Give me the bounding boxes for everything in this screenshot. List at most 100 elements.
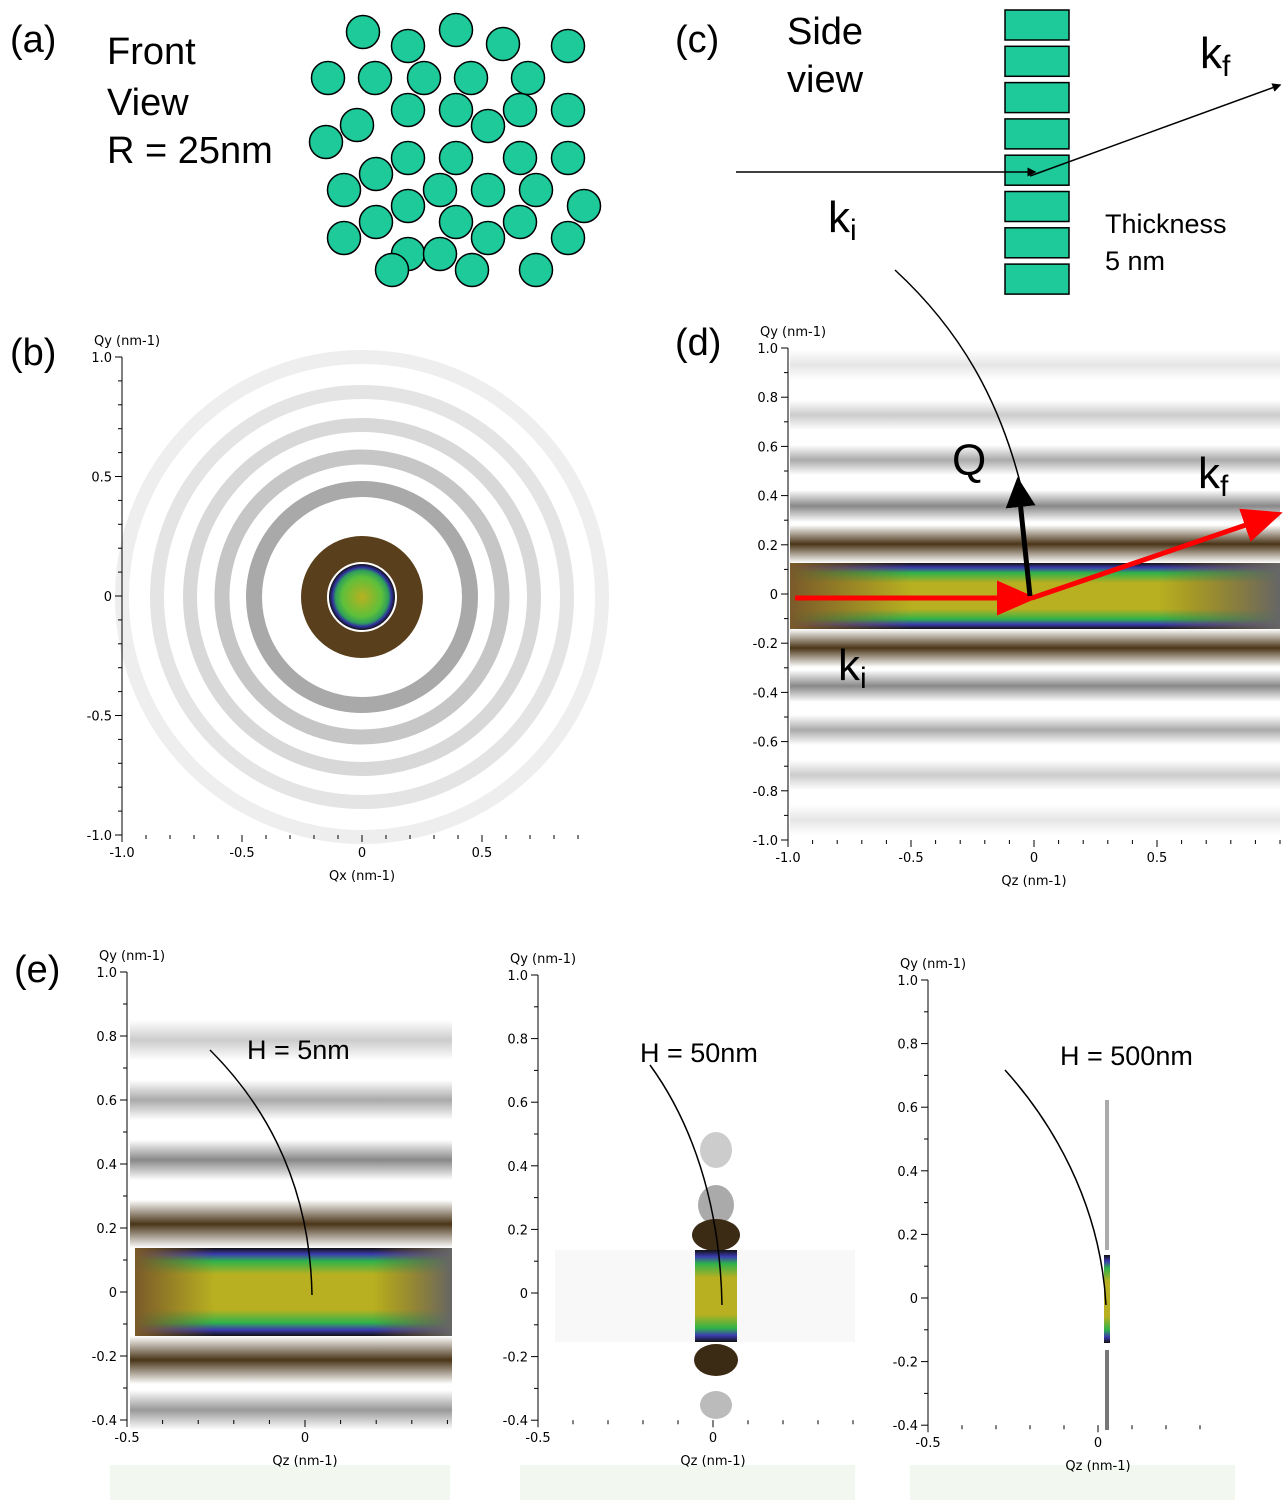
particle — [550, 28, 586, 64]
x-tick-label: 0 — [358, 846, 366, 861]
y-tick-label: 1.0 — [507, 969, 528, 984]
x-tick-label: 0 — [709, 1431, 717, 1446]
slab — [1004, 81, 1070, 114]
y-tick-label: -0.2 — [92, 1350, 117, 1365]
curve — [1004, 1069, 1107, 1306]
y-tick-label: 1.0 — [96, 966, 117, 981]
particle — [308, 124, 344, 160]
x-axis-title: Qz (nm-1) — [1065, 1459, 1130, 1474]
text-line: 5 nm — [1105, 246, 1165, 276]
panel-label: (d) — [675, 322, 721, 364]
panel-label: (c) — [675, 19, 719, 61]
y-tick-label: 0.8 — [96, 1030, 117, 1045]
slab — [1004, 190, 1070, 223]
particle — [310, 60, 346, 96]
y-axis-title: Qy (nm-1) — [900, 957, 966, 972]
x-tick-label: -0.5 — [898, 851, 923, 866]
x-tick-label: -0.5 — [229, 846, 254, 861]
y-tick-label: -0.4 — [753, 686, 778, 701]
y-tick-label: 0 — [910, 1292, 918, 1307]
y-tick-label: 0.6 — [897, 1101, 918, 1116]
slab — [1004, 263, 1070, 295]
band-pattern-e3 — [1104, 1100, 1110, 1430]
scattered-beam — [1029, 83, 1282, 177]
x-tick-label: 0 — [301, 1431, 309, 1446]
particle — [518, 252, 554, 288]
y-tick-label: 0.8 — [897, 1038, 918, 1053]
particle — [374, 252, 410, 288]
k-f: kf — [1200, 29, 1231, 83]
y-tick-label: -0.4 — [893, 1419, 918, 1434]
text-line: R = 25nm — [107, 130, 273, 172]
particle — [550, 140, 586, 176]
k: k — [1198, 449, 1221, 498]
ring-pattern — [115, 350, 609, 844]
y-tick-label: 0.6 — [757, 440, 778, 455]
x-axis-title: Qz (nm-1) — [680, 1454, 745, 1469]
y-axis-title: Qy (nm-1) — [99, 949, 165, 964]
y-tick-label: 0 — [109, 1286, 117, 1301]
particle — [326, 172, 362, 208]
annotation: H = 5nm — [247, 1035, 350, 1065]
band-pattern-e2 — [555, 1132, 855, 1419]
x-tick-label: -0.5 — [525, 1431, 550, 1446]
particle — [550, 220, 586, 256]
particle — [510, 60, 546, 96]
k-f-arrow — [1031, 508, 1283, 601]
y-axis-title: Qy (nm-1) — [94, 334, 160, 349]
slab — [1004, 118, 1070, 150]
y-tick-label: 0.5 — [91, 471, 112, 486]
particle-array — [308, 12, 602, 288]
text-line: Side — [787, 11, 863, 53]
y-tick-label: 0.4 — [507, 1160, 528, 1175]
y-tick-label: 0.8 — [507, 1033, 528, 1048]
particle — [550, 92, 586, 128]
y-tick-label: 0.2 — [897, 1228, 918, 1243]
y-tick-label: -1.0 — [753, 834, 778, 849]
particle — [390, 92, 426, 128]
axes: 1.0 0.5 0 -0.5 -1.0 -1.0 -0.5 0 0.5 Qy (nm-1) Qx (… — [87, 325, 1281, 1474]
particle — [502, 140, 538, 176]
panel-label: (b) — [10, 332, 56, 374]
y-tick-label: 0.2 — [757, 539, 778, 554]
text-line: View — [107, 82, 189, 124]
y-tick-label: 0.4 — [897, 1165, 918, 1180]
sub: f — [1222, 50, 1231, 83]
y-tick-label: 0.2 — [507, 1223, 528, 1238]
particle — [502, 204, 538, 240]
x-axis-title: Qx (nm-1) — [329, 869, 395, 884]
particle — [406, 60, 442, 96]
y-tick-label: 0 — [104, 590, 112, 605]
particle — [358, 156, 394, 192]
y-tick-label: 1.0 — [897, 974, 918, 989]
band-pattern-d — [790, 350, 1280, 835]
particle — [502, 92, 538, 128]
y-tick-label: -0.2 — [893, 1356, 918, 1371]
particle — [390, 140, 426, 176]
k-i: ki — [828, 193, 857, 247]
particle — [470, 108, 506, 144]
y-tick-label: -0.5 — [87, 710, 112, 725]
panel-label: (a) — [10, 19, 56, 61]
k: k — [828, 193, 851, 242]
sub: f — [1220, 470, 1229, 503]
particle — [454, 252, 490, 288]
y-tick-label: 0.6 — [507, 1096, 528, 1111]
y-tick-label: -0.6 — [753, 736, 778, 751]
y-axis-title: Qy (nm-1) — [760, 325, 826, 340]
x-tick-label: -0.5 — [114, 1431, 139, 1446]
y-tick-label: 0.4 — [757, 490, 778, 505]
particle — [438, 204, 474, 240]
k: k — [1200, 29, 1223, 78]
y-tick-label: -0.4 — [503, 1414, 528, 1429]
particle — [326, 220, 362, 256]
slab — [1004, 9, 1070, 41]
particle — [438, 92, 474, 128]
x-tick-label: -1.0 — [109, 846, 134, 861]
slab — [1004, 227, 1070, 259]
y-tick-label: -0.8 — [753, 785, 778, 800]
annotation: H = 500nm — [1060, 1041, 1193, 1071]
panel-label: (e) — [14, 949, 60, 991]
